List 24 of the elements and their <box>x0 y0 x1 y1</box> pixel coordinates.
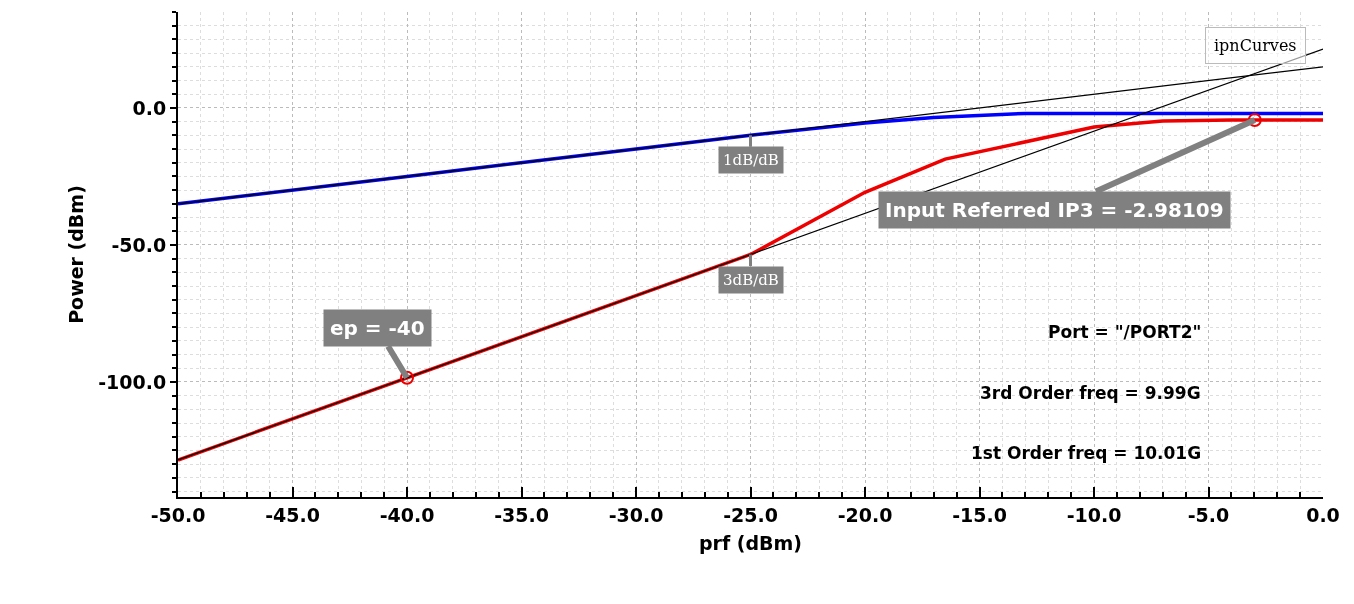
annotation: Input Referred IP3 = -2.98109 <box>885 198 1224 222</box>
x-tick-label: -50.0 <box>150 503 206 526</box>
y-axis-title: Power (dBm) <box>64 185 87 324</box>
x-tick-label: -30.0 <box>608 503 664 526</box>
annotation: 1st Order freq = 10.01G <box>971 443 1202 463</box>
x-tick-label: -40.0 <box>379 503 435 526</box>
annotation: ipnCurves <box>1214 36 1297 55</box>
x-tick-label: -15.0 <box>952 503 1007 526</box>
y-tick-label: -50.0 <box>111 233 167 256</box>
x-tick-label: -20.0 <box>837 503 893 526</box>
annotation: ep = -40 <box>330 316 425 340</box>
x-tick-label: -45.0 <box>265 503 320 526</box>
x-tick-label: 0.0 <box>1306 503 1340 526</box>
x-tick-label: -25.0 <box>723 503 778 526</box>
y-tick-label: 0.0 <box>132 96 167 119</box>
annotation: 3rd Order freq = 9.99G <box>980 383 1201 403</box>
x-axis-title: prf (dBm) <box>698 532 803 555</box>
x-tick-label: -35.0 <box>494 503 549 526</box>
x-tick-label: -10.0 <box>1066 503 1122 526</box>
annotation: 1dB/dB <box>723 151 779 169</box>
y-tick-label: -100.0 <box>98 370 167 393</box>
annotation: 3dB/dB <box>723 271 779 289</box>
x-tick-label: -5.0 <box>1187 503 1230 526</box>
annotation: Port = "/PORT2" <box>1048 322 1202 342</box>
